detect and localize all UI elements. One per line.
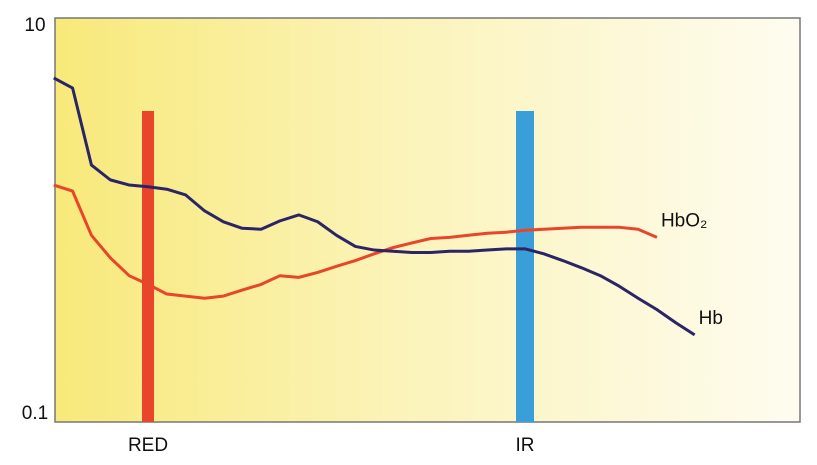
series-line: [53, 183, 658, 300]
series-label: HbO₂: [661, 210, 707, 231]
x-tick-label: RED: [128, 435, 168, 456]
y-tick-label: 10: [24, 15, 45, 36]
wavelength-band: [516, 111, 534, 422]
bands: [142, 111, 534, 422]
x-tick-label: IR: [516, 435, 535, 456]
series-line: [53, 76, 696, 337]
series-label: Hb: [699, 308, 723, 329]
lines: [53, 76, 696, 337]
y-tick-label: 0.1: [22, 403, 48, 424]
wavelength-band: [142, 111, 154, 422]
plot-area: [54, 17, 801, 423]
